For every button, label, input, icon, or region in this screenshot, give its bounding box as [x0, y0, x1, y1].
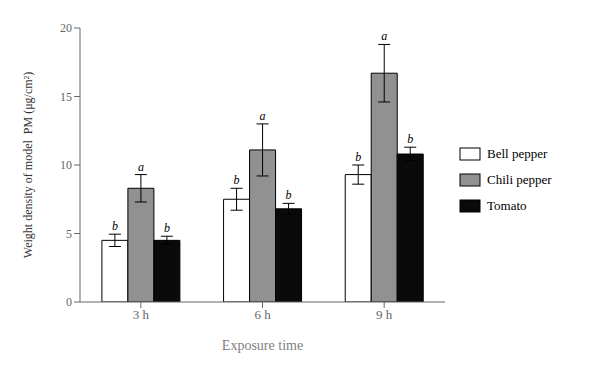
svg-text:15: 15 — [60, 90, 72, 104]
svg-text:0: 0 — [66, 295, 72, 309]
html-text:Bell pepper: Bell pepper — [487, 146, 548, 161]
svg-text:a: a — [138, 160, 144, 174]
svg-text:Exposure time: Exposure time — [222, 338, 303, 353]
svg-text:b: b — [286, 188, 292, 202]
svg-text:20: 20 — [60, 21, 72, 35]
html-text:Chili pepper: Chili pepper — [487, 172, 552, 187]
svg-text:5: 5 — [66, 227, 72, 241]
svg-text:10: 10 — [60, 158, 72, 172]
svg-text:6 h: 6 h — [254, 307, 271, 322]
svg-text:b: b — [234, 173, 240, 187]
svg-text:b: b — [407, 132, 413, 146]
svg-text:a: a — [381, 29, 387, 43]
html-text:Tomato: Tomato — [487, 198, 527, 213]
svg-text:b: b — [355, 150, 361, 164]
svg-text:3 h: 3 h — [133, 307, 150, 322]
svg-text:b: b — [112, 219, 118, 233]
svg-text:9 h: 9 h — [376, 307, 393, 322]
svg-text:Weight density of model PM (μ: Weight density of model PM (μg/cm²) — [21, 72, 35, 258]
svg-text:a: a — [260, 109, 266, 123]
svg-text:b: b — [164, 221, 170, 235]
